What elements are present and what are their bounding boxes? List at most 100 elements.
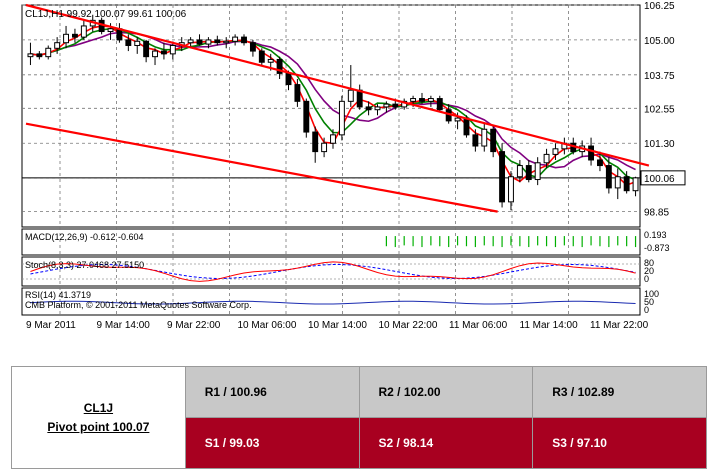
candle-body bbox=[134, 40, 141, 46]
candle-body bbox=[436, 98, 443, 111]
x-tick-label: 10 Mar 14:00 bbox=[308, 320, 367, 331]
macd-scale-bottom: -0.873 bbox=[644, 243, 670, 253]
y-tick-label: 101.30 bbox=[644, 139, 675, 150]
candle-body bbox=[187, 39, 194, 44]
indicator-pane-frame bbox=[21, 287, 641, 316]
symbol-cell: CL1J Pivot point 100.07 bbox=[11, 366, 186, 469]
candle-body bbox=[623, 176, 630, 192]
platform-credit: CMB Platform, © 2001-2011 MetaQuotes Sof… bbox=[25, 300, 252, 310]
candle-body bbox=[258, 50, 265, 63]
symbol-name: CL1J bbox=[83, 400, 114, 415]
candle-body bbox=[597, 159, 603, 167]
candle-body bbox=[169, 44, 176, 55]
candle-body bbox=[427, 98, 434, 102]
y-tick-label: 105.00 bbox=[644, 36, 675, 47]
y-tick-label: 103.75 bbox=[644, 71, 675, 82]
chart-svg: 106.25 105.00 103.75 102.55 101.30 98.85 100.0… bbox=[21, 1, 686, 331]
rsi-scale-0: 0 bbox=[644, 305, 649, 315]
price-chart: 106.25 105.00 103.75 102.55 101.30 98.85 100.0… bbox=[21, 1, 686, 331]
current-price-box bbox=[640, 170, 686, 186]
macd-label: MACD(12,26,9) -0.612 -0.604 bbox=[25, 232, 144, 242]
candle-body bbox=[605, 165, 612, 189]
candle-body bbox=[516, 165, 523, 178]
candle-body bbox=[276, 58, 283, 74]
candle-body bbox=[249, 42, 256, 52]
channel-lower-line bbox=[25, 122, 498, 213]
stoch-scale-0: 0 bbox=[644, 274, 649, 284]
pivot-table: CL1J Pivot point 100.07 R1 / 100.96 R2 /… bbox=[11, 366, 707, 469]
candle-body bbox=[410, 98, 417, 102]
y-tick-label: 98.85 bbox=[644, 208, 669, 219]
candle-body bbox=[614, 176, 621, 189]
candle-body bbox=[80, 25, 87, 38]
chart-title: CL1J,H1 99.92 100.07 99.61 100.06 bbox=[25, 9, 187, 20]
candle-body bbox=[45, 47, 52, 58]
rsi-scale-100: 100 bbox=[644, 289, 659, 299]
candle-body bbox=[543, 153, 550, 164]
resistance-row: CL1J Pivot point 100.07 R1 / 100.96 R2 /… bbox=[11, 366, 707, 469]
current-price-label: 100.06 bbox=[644, 174, 675, 185]
candle-body bbox=[508, 176, 514, 203]
candle-body bbox=[454, 117, 461, 122]
macd-scale-top: 0.193 bbox=[644, 230, 667, 240]
support-s3: S3 / 97.10 bbox=[532, 417, 707, 469]
stoch-signal-line bbox=[30, 264, 636, 279]
candle-body bbox=[419, 98, 425, 102]
candle-body bbox=[152, 50, 158, 58]
candle-body bbox=[499, 151, 506, 203]
candle-body bbox=[632, 177, 639, 192]
rsi-line bbox=[30, 300, 636, 305]
candle-body bbox=[347, 89, 354, 102]
stoch-label: Stoch(8,3,3) 27.0468 27.5150 bbox=[25, 260, 144, 270]
candle-body bbox=[196, 39, 203, 45]
candle-body bbox=[588, 145, 595, 161]
candle-body bbox=[374, 106, 381, 111]
resistance-r2: R2 / 102.00 bbox=[358, 366, 534, 418]
candle-body bbox=[63, 33, 69, 44]
candle-body bbox=[54, 42, 61, 49]
x-tick-label: 10 Mar 06:00 bbox=[238, 320, 297, 331]
candle-body bbox=[205, 39, 212, 45]
x-tick-label: 11 Mar 22:00 bbox=[590, 320, 649, 331]
candle-body bbox=[392, 103, 399, 108]
candle-body bbox=[223, 40, 230, 44]
candle-body bbox=[356, 89, 363, 108]
candle-body bbox=[294, 84, 301, 102]
candle-body bbox=[285, 72, 292, 86]
x-tick-label: 11 Mar 14:00 bbox=[520, 320, 579, 331]
candle-body bbox=[312, 131, 319, 153]
candle-body bbox=[125, 39, 132, 46]
y-tick-label: 102.55 bbox=[644, 104, 675, 115]
candle-body bbox=[71, 33, 78, 38]
y-tick-label: 106.25 bbox=[644, 1, 675, 12]
support-s2: S2 / 98.14 bbox=[358, 417, 534, 469]
candle-body bbox=[232, 36, 239, 42]
candle-body bbox=[241, 36, 247, 44]
candle-body bbox=[27, 53, 34, 58]
candle-body bbox=[365, 106, 372, 111]
candle-body bbox=[143, 40, 150, 58]
candle-body bbox=[490, 128, 497, 153]
channel-upper-line bbox=[25, 3, 650, 167]
candle-body bbox=[472, 134, 479, 147]
pivot-point: Pivot point 100.07 bbox=[47, 419, 150, 434]
indicator-pane-frame bbox=[21, 228, 641, 256]
candle-body bbox=[330, 134, 336, 144]
candle-body bbox=[36, 53, 43, 58]
resistance-r1: R1 / 100.96 bbox=[184, 366, 360, 418]
support-s1: S1 / 99.03 bbox=[184, 417, 360, 469]
candle-body bbox=[107, 28, 114, 33]
candle-body bbox=[463, 117, 470, 136]
candle-body bbox=[481, 128, 488, 147]
x-tick-label: 11 Mar 06:00 bbox=[449, 320, 508, 331]
candle-body bbox=[321, 142, 328, 153]
rsi-scale-50: 50 bbox=[644, 297, 654, 307]
x-tick-label: 9 Mar 14:00 bbox=[97, 320, 151, 331]
candle-body bbox=[214, 39, 221, 44]
stoch-scale-20: 20 bbox=[644, 266, 654, 276]
candle-body bbox=[303, 100, 310, 133]
x-tick-label: 10 Mar 22:00 bbox=[379, 320, 438, 331]
x-tick-label: 9 Mar 2011 bbox=[26, 320, 76, 331]
rsi-label: RSI(14) 41.3719 bbox=[25, 290, 91, 300]
candle-body bbox=[525, 165, 532, 181]
